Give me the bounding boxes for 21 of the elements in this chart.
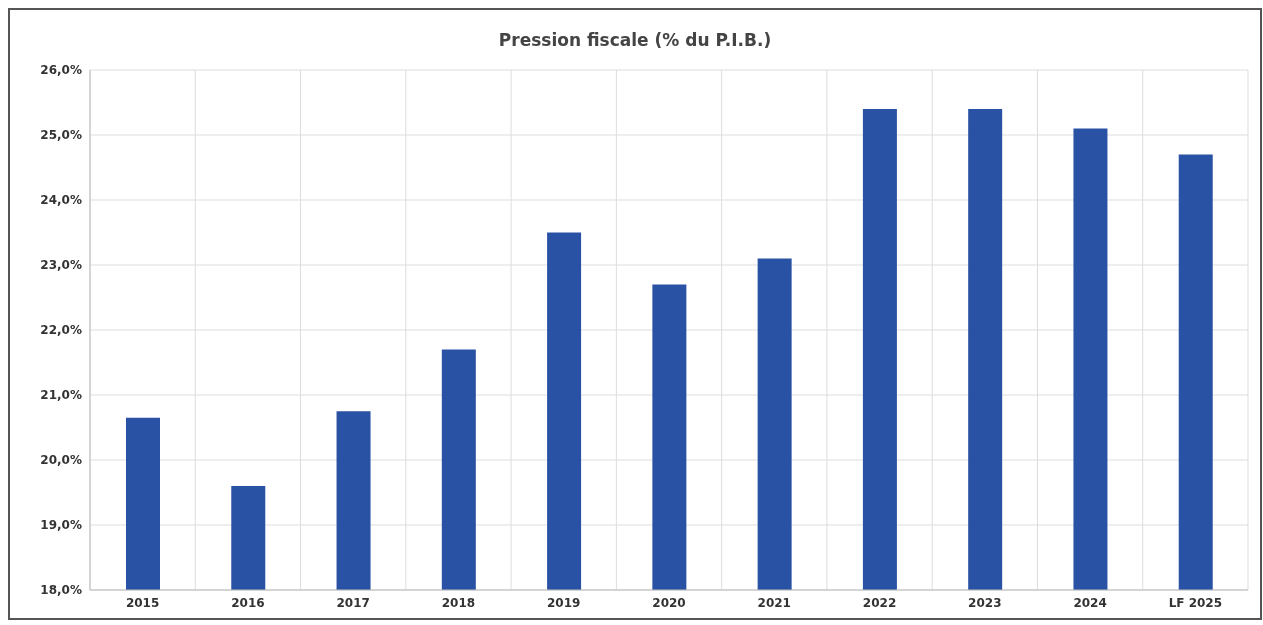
x-tick-label: 2016 <box>231 595 265 610</box>
x-tick-label: 2017 <box>336 595 370 610</box>
y-tick-label: 24,0% <box>40 193 82 208</box>
y-tick-label: 19,0% <box>40 518 82 533</box>
x-tick-label: 2020 <box>652 595 686 610</box>
x-tick-label: LF 2025 <box>1168 595 1223 610</box>
y-tick-label: 22,0% <box>40 323 82 338</box>
x-tick-label: 2024 <box>1073 595 1107 610</box>
y-tick-label: 21,0% <box>40 388 82 403</box>
x-tick-label: 2022 <box>862 595 897 610</box>
y-tick-label: 18,0% <box>40 583 82 598</box>
x-tick-label: 2018 <box>441 595 476 610</box>
chart-title: Pression fiscale (% du P.I.B.) <box>497 29 773 52</box>
y-tick-label: 26,0% <box>40 63 82 78</box>
y-tick-label: 20,0% <box>40 453 82 468</box>
y-tick-label: 25,0% <box>40 128 82 143</box>
x-tick-label: 2021 <box>757 595 791 610</box>
x-tick-label: 2015 <box>125 595 160 610</box>
x-tick-label: 2019 <box>547 595 581 610</box>
y-tick-label: 23,0% <box>40 258 82 273</box>
x-tick-label: 2023 <box>968 595 1002 610</box>
